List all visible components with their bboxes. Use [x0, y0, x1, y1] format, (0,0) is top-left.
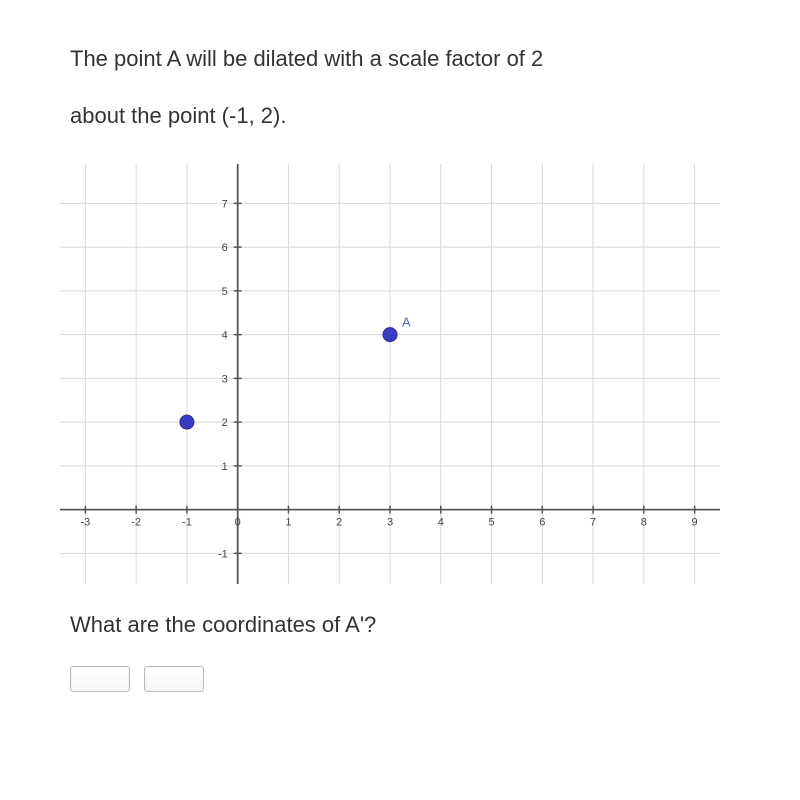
svg-text:5: 5 [488, 517, 494, 529]
svg-text:7: 7 [222, 199, 228, 211]
answer-boxes [70, 666, 730, 692]
svg-text:6: 6 [222, 243, 228, 255]
svg-text:-3: -3 [80, 517, 90, 529]
answer-x-input[interactable] [70, 666, 130, 692]
svg-text:1: 1 [285, 517, 291, 529]
svg-text:0: 0 [235, 517, 241, 529]
chart-svg: -3 -2 -1 0 1 2 3 4 5 6 7 8 9 -1 1 2 3 4 5 6 7 A [60, 164, 720, 584]
coordinate-chart: -3 -2 -1 0 1 2 3 4 5 6 7 8 9 -1 1 2 3 4 5 6 7 A [60, 164, 720, 584]
followup-question: What are the coordinates of A'? [70, 612, 730, 638]
svg-text:-1: -1 [218, 549, 228, 561]
answer-y-input[interactable] [144, 666, 204, 692]
svg-text:4: 4 [222, 330, 228, 342]
question-line-2: about the point (-1, 2). [70, 103, 286, 128]
svg-text:-2: -2 [131, 517, 141, 529]
svg-text:4: 4 [438, 517, 444, 529]
svg-text:3: 3 [387, 517, 393, 529]
svg-text:6: 6 [539, 517, 545, 529]
svg-text:7: 7 [590, 517, 596, 529]
svg-text:1: 1 [222, 461, 228, 473]
svg-text:5: 5 [222, 286, 228, 298]
question-text: The point A will be dilated with a scale… [70, 30, 730, 144]
svg-text:-1: -1 [182, 517, 192, 529]
svg-text:3: 3 [222, 374, 228, 386]
svg-text:8: 8 [641, 517, 647, 529]
svg-text:2: 2 [222, 418, 228, 430]
svg-text:2: 2 [336, 517, 342, 529]
question-line-1: The point A will be dilated with a scale… [70, 46, 543, 71]
svg-text:9: 9 [692, 517, 698, 529]
svg-text:A: A [402, 315, 411, 330]
